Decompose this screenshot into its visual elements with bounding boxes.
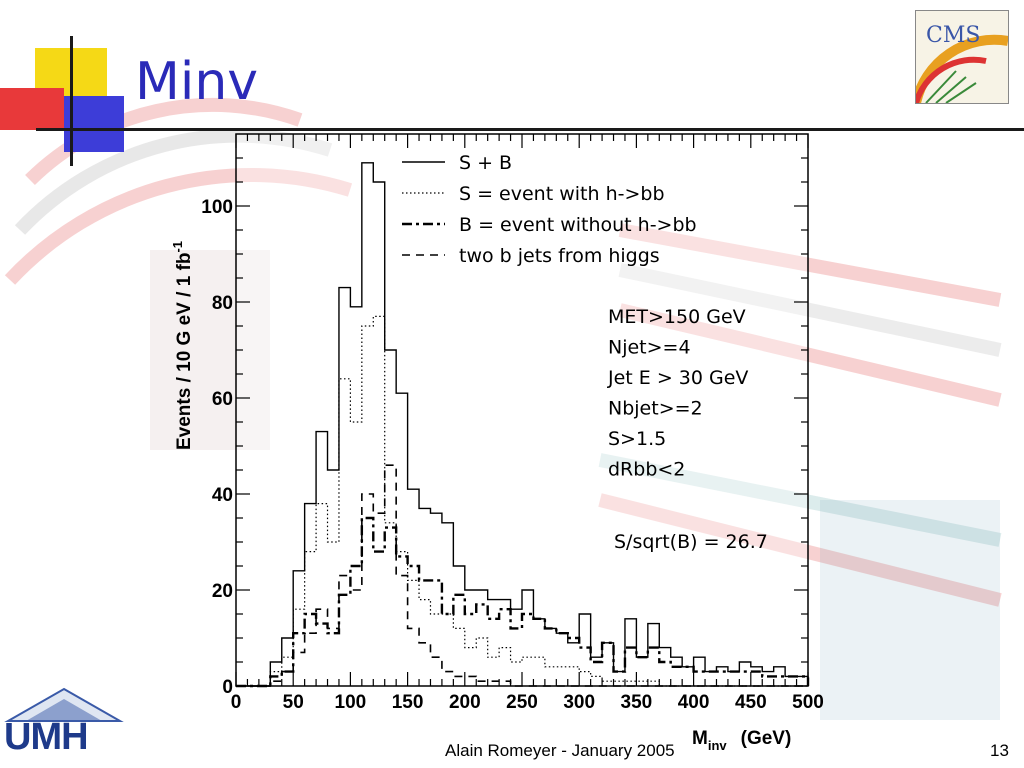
x-axis-label: Minv (GeV)	[692, 728, 791, 753]
series-line-3	[236, 464, 808, 687]
cms-logo: CMS	[915, 10, 1009, 104]
umh-logo	[2, 685, 127, 765]
x-tick-label: 350	[621, 692, 653, 713]
x-tick-label: 50	[283, 692, 304, 713]
cms-logo-text: CMS	[926, 23, 981, 48]
y-tick-label: 100	[201, 197, 233, 218]
y-tick-label: 60	[212, 389, 233, 410]
umh-logo-roof	[4, 687, 124, 722]
x-tick-label: 500	[792, 692, 824, 713]
cut-annotation: dRbb<2	[608, 459, 685, 481]
x-tick-label: 0	[231, 692, 242, 713]
legend-label-0: S + B	[459, 152, 512, 174]
cut-annotation: S>1.5	[608, 428, 666, 450]
deco-blue-square	[64, 96, 124, 152]
legend-label-3: two b jets from higgs	[459, 245, 660, 267]
significance-annotation: S/sqrt(B) = 26.7	[614, 531, 768, 553]
y-tick-label: 80	[212, 293, 233, 314]
cut-annotation: Njet>=4	[608, 337, 691, 359]
umh-logo-text: UMH	[4, 716, 89, 758]
x-tick-label: 150	[392, 692, 424, 713]
x-tick-label: 400	[678, 692, 710, 713]
cut-annotation: Jet E > 30 GeV	[607, 367, 748, 389]
legend-label-1: S = event with h->bb	[459, 183, 665, 205]
y-tick-label: 0	[222, 677, 233, 698]
y-axis-label: Events / 10 G eV / 1 fb-1	[170, 241, 195, 450]
cut-annotation: MET>150 GeV	[608, 306, 746, 328]
cms-logo-art	[916, 34, 1008, 103]
page-number: 13	[990, 741, 1009, 760]
cut-annotation: Nbjet>=2	[608, 398, 703, 420]
y-tick-label: 20	[212, 581, 233, 602]
deco-red-bar	[0, 88, 64, 130]
footer-text: Alain Romeyer - January 2005	[445, 741, 675, 760]
slide-title: Minv	[135, 52, 259, 112]
x-tick-label: 100	[335, 692, 367, 713]
x-tick-label: 450	[735, 692, 767, 713]
x-tick-label: 200	[449, 692, 481, 713]
x-tick-label: 250	[506, 692, 538, 713]
legend-label-2: B = event without h->bb	[459, 214, 697, 236]
deco-vertical-line	[70, 36, 73, 166]
title-rule	[36, 128, 1024, 131]
y-tick-label: 40	[212, 485, 233, 506]
series-line-1	[236, 315, 808, 687]
series-line-2	[236, 516, 810, 688]
x-tick-label: 300	[563, 692, 595, 713]
